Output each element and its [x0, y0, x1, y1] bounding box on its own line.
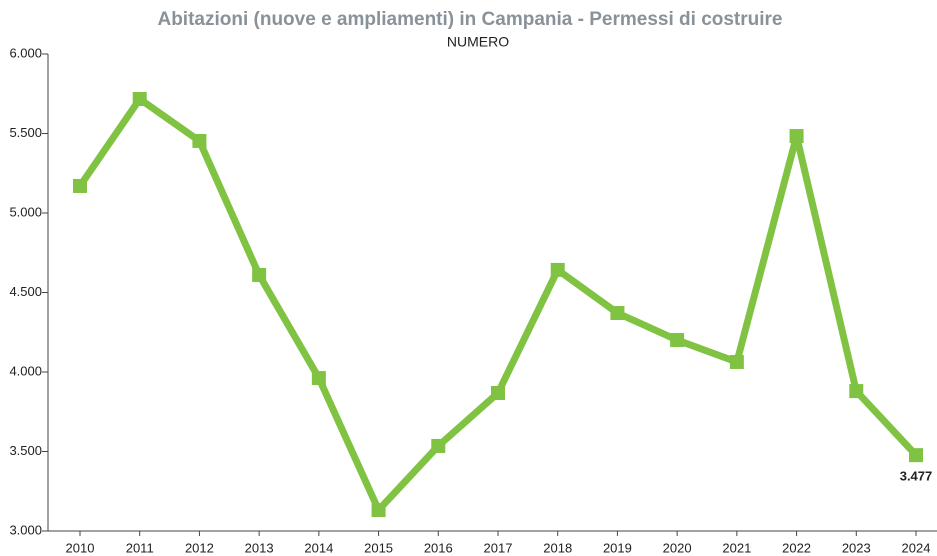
marker [371, 503, 386, 518]
x-tick-label: 2024 [902, 540, 931, 555]
data-label: 3.477 [900, 469, 933, 484]
x-tick-label: 2012 [185, 540, 214, 555]
marker [132, 91, 147, 106]
marker [849, 384, 864, 399]
marker [252, 268, 267, 283]
x-tick-label: 2015 [364, 540, 393, 555]
y-tick-label: 6.000 [9, 45, 42, 60]
x-tick-label: 2018 [543, 540, 572, 555]
y-tick-label: 3.500 [9, 443, 42, 458]
x-tick-label: 2022 [782, 540, 811, 555]
marker [550, 262, 565, 277]
marker [610, 306, 625, 321]
x-tick-label: 2010 [66, 540, 95, 555]
y-tick-label: 4.500 [9, 284, 42, 299]
x-tick-label: 2016 [424, 540, 453, 555]
chart-title: Abitazioni (nuove e ampliamenti) in Camp… [157, 9, 782, 30]
y-tick-label: 5.000 [9, 204, 42, 219]
marker [73, 178, 87, 193]
marker [789, 129, 804, 144]
marker [491, 385, 505, 400]
x-tick-label: 2017 [484, 540, 513, 555]
x-tick-label: 2011 [126, 540, 154, 555]
x-tick-label: 2020 [663, 540, 692, 555]
chart-subtitle: NUMERO [447, 34, 509, 50]
x-tick-label: 2019 [603, 540, 632, 555]
marker [431, 438, 446, 453]
marker [192, 133, 207, 148]
x-tick-label: 2023 [842, 540, 871, 555]
x-tick-label: 2013 [245, 540, 274, 555]
marker [729, 354, 744, 369]
line [77, 95, 919, 514]
x-tick-label: 2014 [304, 540, 333, 555]
marker [670, 333, 685, 348]
y-tick-label: 3.000 [9, 522, 42, 537]
y-tick-label: 5.500 [9, 125, 42, 140]
marker [909, 448, 923, 463]
marker [311, 371, 326, 386]
x-tick-label: 2021 [722, 540, 751, 555]
y-tick-label: 4.000 [9, 363, 42, 378]
